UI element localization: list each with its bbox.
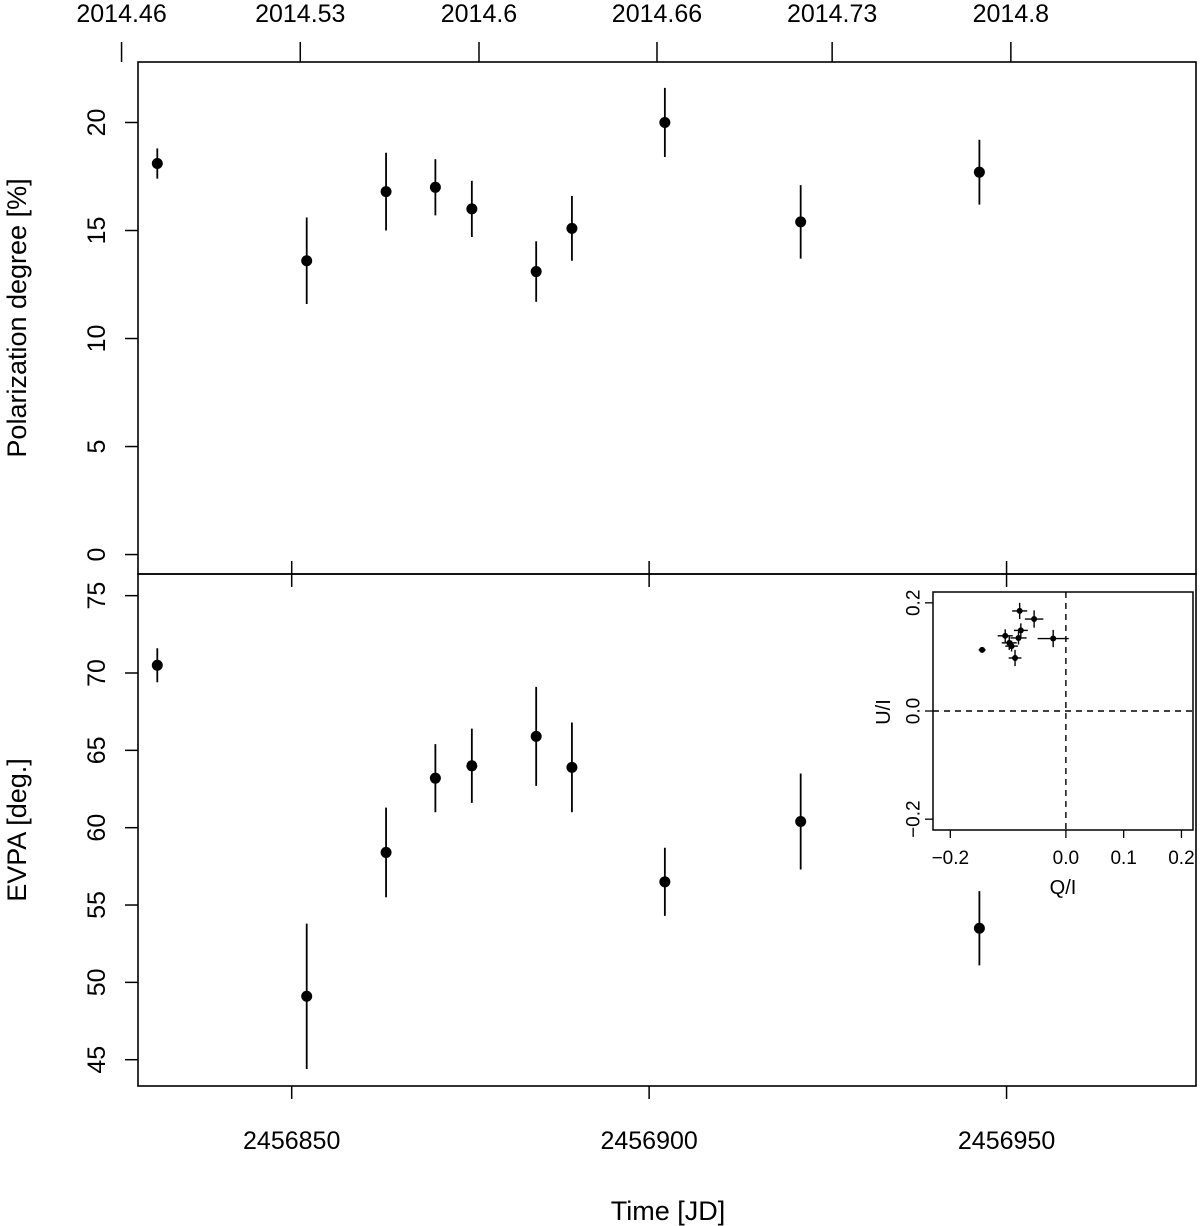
evpa-plot-frame	[137, 573, 1197, 1087]
qu-y-tick-label: 0.2	[904, 590, 925, 616]
jd-x-tick-label: 2456900	[600, 1127, 697, 1155]
pol-degree-data-point	[973, 166, 985, 178]
pol-degree-data-point	[566, 222, 578, 234]
evpa-data-point	[530, 730, 542, 742]
year-top-tick-label: 2014.73	[787, 0, 877, 28]
evpa-data-point	[566, 761, 578, 773]
qu-data-point	[1016, 607, 1023, 614]
year-top-tick-label: 2014.6	[441, 0, 517, 28]
qu-data-point	[1050, 635, 1057, 642]
pol-degree-y-tick-label: 5	[83, 440, 111, 454]
year-top-tick-label: 2014.53	[255, 0, 345, 28]
data-points-layer	[151, 87, 985, 1069]
year-top-tick-label: 2014.8	[973, 0, 1049, 28]
year-top-tick-label: 2014.46	[76, 0, 166, 28]
evpa-y-axis-label: EVPA [deg.]	[2, 758, 32, 902]
evpa-data-point	[301, 990, 313, 1002]
qu-inset-layer: −0.2 0.0 0.1 0.2 −0.2 0.0 0.2	[904, 590, 1195, 869]
jd-x-tick-label: 2456850	[243, 1127, 340, 1155]
qu-data-point	[979, 646, 986, 653]
evpa-data-point	[973, 922, 985, 934]
qu-y-tick-label: 0.0	[904, 698, 925, 724]
evpa-y-tick-label: 70	[83, 659, 111, 687]
pol-degree-data-point	[466, 203, 478, 215]
evpa-data-point	[151, 659, 163, 671]
inset-x-axis-label: Q/I	[1050, 877, 1077, 899]
axes-layer: 0 5 10 15 20 2014.46 2014.53 2014.6 2014.66 2014.…	[76, 0, 1055, 1155]
evpa-data-point	[380, 846, 392, 858]
qu-inset-frame	[932, 591, 1194, 831]
qu-x-tick-label: 0.2	[1168, 848, 1194, 869]
year-top-tick-label: 2014.66	[612, 0, 702, 28]
qu-data-point	[1031, 616, 1038, 623]
evpa-data-point	[659, 876, 671, 888]
qu-data-point	[1017, 627, 1024, 634]
time-x-axis-label: Time [JD]	[611, 1196, 726, 1226]
evpa-y-tick-label: 75	[83, 582, 111, 610]
jd-x-tick-label: 2456950	[958, 1127, 1055, 1155]
inset-y-axis-label: U/I	[873, 699, 895, 725]
pol-degree-y-tick-label: 10	[83, 325, 111, 353]
qu-x-tick-label: 0.0	[1053, 848, 1079, 869]
pol-degree-y-axis-label: Polarization degree [%]	[2, 178, 32, 457]
evpa-data-point	[429, 772, 441, 784]
qu-data-point	[1008, 643, 1015, 650]
pol-degree-data-point	[151, 158, 163, 170]
pol-degree-y-tick-label: 15	[83, 217, 111, 245]
evpa-y-tick-label: 55	[83, 891, 111, 919]
pol-degree-y-tick-label: 20	[83, 109, 111, 137]
pol-degree-y-tick-label: 0	[83, 548, 111, 562]
pol-degree-data-point	[530, 266, 542, 278]
pol-degree-data-point	[429, 181, 441, 193]
pol-degree-plot-frame	[137, 61, 1197, 575]
pol-degree-data-point	[301, 255, 313, 267]
qu-x-tick-label: −0.2	[932, 848, 970, 869]
evpa-y-tick-label: 60	[83, 814, 111, 842]
qu-y-tick-label: −0.2	[904, 800, 925, 838]
qu-data-point	[1012, 654, 1019, 661]
evpa-data-point	[466, 760, 478, 772]
qu-x-tick-label: 0.1	[1110, 848, 1136, 869]
qu-data-point	[1015, 634, 1022, 641]
evpa-y-tick-label: 50	[83, 968, 111, 996]
evpa-data-point	[795, 815, 807, 827]
plot-frames	[137, 61, 1197, 1087]
pol-degree-data-point	[659, 116, 671, 128]
qu-data-point	[1002, 632, 1009, 639]
evpa-y-tick-label: 45	[83, 1046, 111, 1074]
evpa-y-tick-label: 65	[83, 736, 111, 764]
pol-degree-data-point	[795, 216, 807, 228]
pol-degree-data-point	[380, 186, 392, 198]
